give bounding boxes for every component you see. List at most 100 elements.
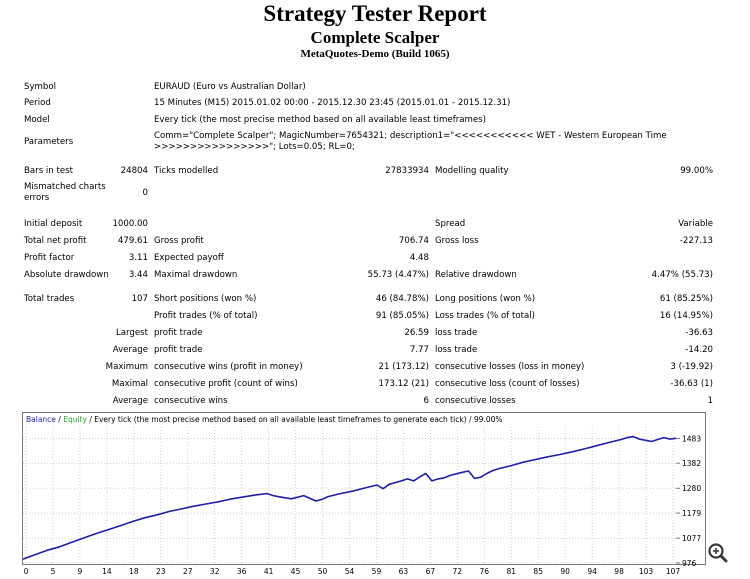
largest-label: Largest <box>115 328 148 338</box>
ticks-label: Ticks modelled <box>154 166 219 176</box>
loss-trades-value: 16 (14.95%) <box>659 311 713 321</box>
maximum-label: Maximum <box>105 362 148 372</box>
y-tick-label: 1179 <box>682 509 701 518</box>
spread-value: Variable <box>678 219 713 229</box>
x-tick-label: 23 <box>156 567 166 576</box>
bars-label: Bars in test <box>24 166 73 176</box>
x-tick-label: 36 <box>237 567 247 576</box>
maximal-consecutive-loss-label: consecutive loss (count of losses) <box>435 379 580 389</box>
legend-balance: Balance <box>26 415 56 424</box>
max-consecutive-losses-label: consecutive losses (loss in money) <box>435 362 585 372</box>
parameters-label: Parameters <box>24 137 74 147</box>
gross-loss-label: Gross loss <box>435 236 479 246</box>
legend-equity: Equity <box>63 415 87 424</box>
x-tick-label: 98 <box>614 567 624 576</box>
total-trades-label: Total trades <box>24 294 75 304</box>
short-positions-label: Short positions (won %) <box>154 294 257 304</box>
balance-chart-frame <box>22 412 706 565</box>
report-subtitle: Complete Scalper <box>310 28 440 47</box>
x-tick-label: 9 <box>78 567 83 576</box>
largest-profit-trade-label: profit trade <box>154 328 203 338</box>
maximal-consecutive-loss-value: -36.63 (1) <box>670 379 713 389</box>
y-tick-label: 976 <box>682 559 697 568</box>
x-tick-label: 54 <box>345 567 355 576</box>
x-tick-label: 90 <box>560 567 570 576</box>
maximal-consecutive-profit-label: consecutive profit (count of wins) <box>154 379 298 389</box>
x-tick-label: 107 <box>666 567 681 576</box>
average-loss-trade-value: -14.20 <box>685 345 713 355</box>
x-tick-label: 5 <box>51 567 56 576</box>
zoom-in-icon <box>708 543 728 563</box>
x-tick-label: 59 <box>372 567 382 576</box>
symbol-label: Symbol <box>24 82 57 92</box>
expected-payoff-label: Expected payoff <box>154 253 224 263</box>
legend-separator: / <box>56 415 63 424</box>
profit-factor-label: Profit factor <box>24 253 75 263</box>
max-consecutive-wins-value: 21 (173.12) <box>378 362 429 372</box>
x-tick-label: 0 <box>24 567 29 576</box>
profit-trades-value: 91 (85.05%) <box>375 311 429 321</box>
total-trades-value: 107 <box>131 294 148 304</box>
model-label: Model <box>24 115 50 125</box>
gross-profit-value: 706.74 <box>398 236 429 246</box>
spread-label: Spread <box>435 219 466 229</box>
deposit-value: 1000.00 <box>112 219 148 229</box>
maximal-drawdown-value: 55.73 (4.47%) <box>367 270 429 280</box>
y-tick-label: 1077 <box>682 534 701 543</box>
mismatch-value: 0 <box>142 188 148 198</box>
report-title: Strategy Tester Report <box>263 1 487 26</box>
bars-value: 24804 <box>120 166 148 176</box>
x-tick-label: 103 <box>639 567 654 576</box>
x-tick-label: 18 <box>129 567 139 576</box>
x-tick-label: 32 <box>210 567 220 576</box>
x-tick-label: 72 <box>453 567 463 576</box>
y-tick-label: 1483 <box>682 434 701 443</box>
deposit-label: Initial deposit <box>24 219 83 229</box>
maximal-drawdown-label: Maximal drawdown <box>154 270 238 280</box>
x-tick-label: 85 <box>533 567 543 576</box>
relative-drawdown-label: Relative drawdown <box>435 270 517 280</box>
long-positions-value: 61 (85.25%) <box>659 294 713 304</box>
legend-description: / Every tick (the most precise method ba… <box>87 415 503 424</box>
mismatch-label: Mismatched charts <box>24 182 106 192</box>
zoom-button[interactable] <box>706 542 730 564</box>
x-tick-label: 63 <box>399 567 409 576</box>
y-tick-label: 1382 <box>682 459 701 468</box>
x-tick-label: 45 <box>291 567 301 576</box>
maximal-consecutive-profit-value: 173.12 (21) <box>378 379 429 389</box>
x-tick-label: 76 <box>480 567 490 576</box>
average-label: Average <box>112 345 148 355</box>
quality-label: Modelling quality <box>435 166 509 176</box>
profit-factor-value: 3.11 <box>128 253 148 263</box>
average-consecutive-wins-value: 6 <box>423 396 429 406</box>
y-tick-label: 1280 <box>682 484 701 493</box>
x-tick-label: 27 <box>183 567 193 576</box>
x-tick-label: 50 <box>318 567 328 576</box>
report-build: MetaQuotes-Demo (Build 1065) <box>300 48 450 60</box>
ticks-value: 27833934 <box>385 166 429 176</box>
x-tick-label: 81 <box>506 567 516 576</box>
loss-trades-label: Loss trades (% of total) <box>435 311 535 321</box>
period-label: Period <box>24 98 51 108</box>
parameters-value-line2: >>>>>>>>>>>>>>>>"; Lots=0.05; RL=0; <box>154 142 355 152</box>
absolute-drawdown-label: Absolute drawdown <box>24 270 109 280</box>
profit-trades-label: Profit trades (% of total) <box>154 311 258 321</box>
largest-loss-trade-label: loss trade <box>435 328 478 338</box>
model-value: Every tick (the most precise method base… <box>154 115 487 125</box>
parameters-value-line1: Comm="Complete Scalper"; MagicNumber=765… <box>154 131 667 141</box>
largest-profit-trade-value: 26.59 <box>404 328 429 338</box>
gross-profit-label: Gross profit <box>154 236 204 246</box>
net-profit-value: 479.61 <box>117 236 148 246</box>
relative-drawdown-value: 4.47% (55.73) <box>651 270 713 280</box>
maximal-label: Maximal <box>111 379 148 389</box>
expected-payoff-value: 4.48 <box>409 253 429 263</box>
long-positions-label: Long positions (won %) <box>435 294 536 304</box>
x-tick-label: 14 <box>102 567 112 576</box>
average-profit-trade-label: profit trade <box>154 345 203 355</box>
mismatch-label-2: errors <box>24 193 50 203</box>
quality-value: 99.00% <box>680 166 713 176</box>
gross-loss-value: -227.13 <box>679 236 713 246</box>
max-consecutive-wins-label: consecutive wins (profit in money) <box>154 362 303 372</box>
max-consecutive-losses-value: 3 (-19.92) <box>670 362 713 372</box>
